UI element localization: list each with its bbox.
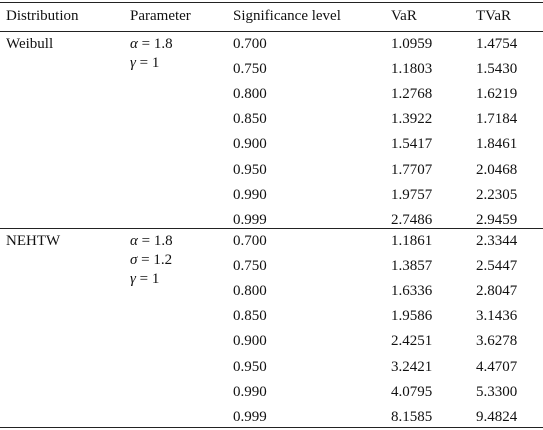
tvar-cell: 1.5430: [476, 61, 518, 77]
tvar-cell: 2.5447: [476, 258, 518, 274]
tvar-cell: 2.2305: [476, 187, 518, 203]
tvar-cell: 2.0468: [476, 162, 518, 178]
header-parameter: Parameter: [130, 8, 191, 24]
parameter-value: = 1.8: [137, 36, 173, 52]
bottom-rule: [0, 427, 543, 428]
significance-level-cell: 0.900: [233, 136, 267, 152]
tvar-cell: 3.6278: [476, 333, 518, 349]
significance-level-cell: 0.990: [233, 384, 267, 400]
group-separator-rule: [0, 228, 543, 229]
var-cell: 1.1861: [391, 233, 433, 249]
parameter-line: γ = 1: [130, 270, 159, 288]
var-cell: 3.2421: [391, 359, 433, 375]
tvar-cell: 1.6219: [476, 86, 518, 102]
significance-level-cell: 0.800: [233, 86, 267, 102]
parameter-value: = 1: [135, 271, 160, 287]
significance-level-cell: 0.800: [233, 283, 267, 299]
parameter-symbol: α: [130, 233, 138, 249]
tvar-cell: 2.3344: [476, 233, 518, 249]
var-cell: 1.0959: [391, 36, 433, 52]
tvar-cell: 3.1436: [476, 308, 518, 324]
significance-level-cell: 0.700: [233, 233, 267, 249]
significance-level-cell: 0.850: [233, 111, 267, 127]
var-cell: 2.7486: [391, 212, 433, 228]
var-cell: 1.3857: [391, 258, 433, 274]
header-var: VaR: [391, 8, 417, 24]
significance-level-cell: 0.900: [233, 333, 267, 349]
parameter-line: α = 1.8: [130, 232, 173, 250]
var-cell: 2.4251: [391, 333, 433, 349]
significance-level-cell: 0.999: [233, 212, 267, 228]
var-cell: 8.1585: [391, 409, 433, 425]
parameter-symbol: α: [130, 36, 138, 52]
parameter-symbol: γ: [130, 55, 136, 71]
header-tvar: TVaR: [476, 8, 511, 24]
tvar-cell: 4.4707: [476, 359, 518, 375]
significance-level-cell: 0.700: [233, 36, 267, 52]
parameter-value: = 1.2: [137, 252, 173, 268]
significance-level-cell: 0.999: [233, 409, 267, 425]
tvar-cell: 2.9459: [476, 212, 518, 228]
header-significance-level: Significance level: [233, 8, 341, 24]
header-rule: [0, 31, 543, 32]
significance-level-cell: 0.750: [233, 258, 267, 274]
tvar-cell: 1.7184: [476, 111, 518, 127]
var-cell: 1.7707: [391, 162, 433, 178]
distribution-name: Weibull: [6, 36, 54, 52]
distribution-name: NEHTW: [6, 233, 61, 249]
significance-level-cell: 0.750: [233, 61, 267, 77]
parameter-symbol: σ: [130, 252, 138, 268]
var-cell: 1.6336: [391, 283, 433, 299]
tvar-cell: 1.8461: [476, 136, 518, 152]
parameter-line: γ = 1: [130, 54, 159, 72]
tvar-cell: 2.8047: [476, 283, 518, 299]
parameter-symbol: γ: [130, 271, 136, 287]
tvar-cell: 5.3300: [476, 384, 518, 400]
significance-level-cell: 0.950: [233, 359, 267, 375]
var-cell: 1.9586: [391, 308, 433, 324]
top-rule: [0, 2, 543, 3]
parameter-line: α = 1.8: [130, 35, 173, 53]
var-cell: 1.3922: [391, 111, 433, 127]
var-cell: 1.9757: [391, 187, 433, 203]
parameter-value: = 1: [135, 55, 160, 71]
var-cell: 1.1803: [391, 61, 433, 77]
tvar-cell: 9.4824: [476, 409, 518, 425]
significance-level-cell: 0.850: [233, 308, 267, 324]
parameter-value: = 1.8: [137, 233, 173, 249]
var-cell: 1.2768: [391, 86, 433, 102]
significance-level-cell: 0.990: [233, 187, 267, 203]
tvar-cell: 1.4754: [476, 36, 518, 52]
header-distribution: Distribution: [6, 8, 79, 24]
significance-level-cell: 0.950: [233, 162, 267, 178]
parameter-line: σ = 1.2: [130, 251, 172, 269]
var-cell: 1.5417: [391, 136, 433, 152]
var-cell: 4.0795: [391, 384, 433, 400]
